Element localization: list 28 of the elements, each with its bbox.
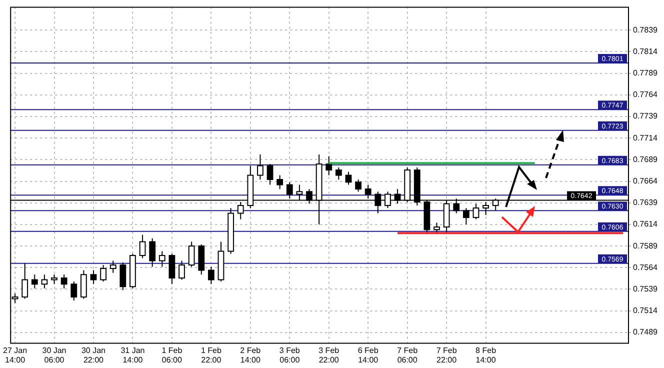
y-tick-label: 0.7639 (633, 198, 658, 208)
y-tick-label: 0.7739 (633, 112, 658, 121)
y-tick-label: 0.7489 (633, 328, 658, 337)
y-tick-label: 0.7539 (633, 284, 658, 294)
y-tick-label: 0.7714 (633, 133, 658, 142)
y-tick-label: 0.7789 (633, 68, 658, 78)
y-tick-label: 0.7814 (633, 46, 658, 56)
x-tick-label: 7 Feb 06:00 (397, 346, 418, 364)
x-tick-label: 2 Feb 14:00 (240, 346, 262, 364)
x-tick-label: 3 Feb 06:00 (279, 346, 300, 364)
x-tick-label: 31 Jan 14:00 (120, 346, 145, 364)
y-tick-label: 0.7764 (633, 90, 658, 100)
x-tick-label: 7 Feb 22:00 (436, 346, 458, 364)
y-tick-label: 0.7664 (633, 176, 658, 186)
x-tick-label: 6 Feb 14:00 (358, 346, 379, 364)
x-tick-label: 27 Jan 14:00 (3, 346, 28, 364)
x-tick-label: 3 Feb 22:00 (318, 346, 340, 364)
y-tick-label: 0.7589 (633, 241, 658, 250)
y-tick-label: 0.7839 (633, 25, 658, 34)
x-tick-label: 1 Feb 22:00 (200, 346, 222, 364)
x-tick-label: 30 Jan 06:00 (42, 346, 66, 364)
y-tick-label: 0.7689 (633, 154, 658, 164)
x-tick-label: 30 Jan 22:00 (81, 346, 106, 364)
y-tick-label: 0.7514 (633, 306, 658, 316)
y-tick-label: 0.7614 (633, 220, 658, 229)
x-tick-label: 8 Feb 14:00 (476, 346, 497, 364)
x-tick-label: 1 Feb 06:00 (162, 346, 183, 364)
y-tick-label: 0.7564 (633, 262, 658, 272)
